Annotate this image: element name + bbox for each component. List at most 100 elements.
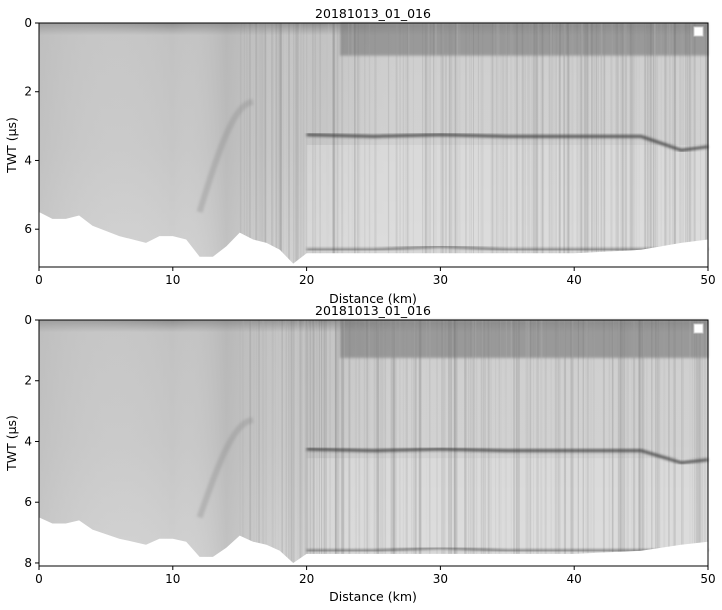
radar-streak xyxy=(593,320,595,566)
y-axis: 0 2 4 6 8 xyxy=(24,313,39,570)
radar-streak xyxy=(646,320,648,566)
radar-streak xyxy=(638,23,640,267)
radar-streak xyxy=(536,23,539,267)
radar-streak xyxy=(500,320,502,566)
radar-streak xyxy=(686,23,688,267)
radar-streak xyxy=(588,23,590,267)
radar-streak xyxy=(399,23,401,267)
radar-streak xyxy=(279,23,282,267)
radar-streak xyxy=(448,23,451,267)
radar-streak xyxy=(559,320,561,566)
radar-streak xyxy=(691,320,694,566)
radar-streak xyxy=(639,320,642,566)
radar-streak xyxy=(502,23,504,267)
radar-streak xyxy=(246,23,248,267)
radar-streak xyxy=(433,23,434,267)
radar-streak xyxy=(310,320,312,566)
radar-streak xyxy=(288,320,290,566)
radar-streak xyxy=(265,23,267,267)
radar-streak xyxy=(402,23,405,267)
radar-streak xyxy=(440,23,443,267)
x-tick-label: 50 xyxy=(700,572,715,586)
radar-streak xyxy=(521,23,524,267)
radar-streak xyxy=(689,320,691,566)
x-tick-label: 10 xyxy=(165,273,180,287)
radar-streak xyxy=(454,320,456,566)
radar-streak xyxy=(393,320,396,566)
radar-streak xyxy=(259,23,261,267)
radar-streak xyxy=(443,320,446,566)
radar-streak xyxy=(637,320,639,566)
radar-streak xyxy=(551,23,553,267)
radar-streak xyxy=(363,320,365,566)
reflector-internal xyxy=(306,133,709,152)
radar-streak xyxy=(578,23,580,267)
radar-streak xyxy=(679,23,682,267)
radar-streak xyxy=(516,320,518,566)
radar-streak xyxy=(620,23,623,267)
radar-streak xyxy=(474,320,477,566)
radar-streak xyxy=(586,23,589,267)
radar-streak xyxy=(288,23,290,267)
radar-streak xyxy=(366,320,369,566)
radar-streak xyxy=(264,23,266,267)
radar-streak xyxy=(563,320,566,566)
radar-streak xyxy=(540,320,542,566)
radar-streak xyxy=(647,23,649,267)
radar-streak xyxy=(357,23,359,267)
radar-streak xyxy=(694,23,696,267)
radar-streak xyxy=(583,23,586,267)
radar-streak xyxy=(341,320,344,566)
radar-streak xyxy=(242,320,244,566)
radar-streak xyxy=(337,320,340,566)
radar-streak xyxy=(265,320,267,566)
radar-streak xyxy=(351,23,354,267)
plot-frame xyxy=(38,22,709,268)
radar-streak xyxy=(379,320,382,566)
hyperbola-feature xyxy=(196,417,254,519)
radar-streak xyxy=(435,23,437,267)
reflector-internal xyxy=(306,447,709,465)
radar-streak xyxy=(538,23,539,267)
radar-streak xyxy=(395,23,397,267)
radar-streak xyxy=(518,320,520,566)
radar-streak xyxy=(524,23,527,267)
radar-streak xyxy=(623,320,626,566)
radar-streak xyxy=(405,23,407,267)
radar-streak xyxy=(623,320,625,566)
radar-streak xyxy=(589,320,591,566)
radar-streak xyxy=(642,320,645,566)
radar-streak xyxy=(694,320,696,566)
radar-streak xyxy=(392,320,395,566)
radar-streak xyxy=(537,320,539,566)
radar-streak xyxy=(572,320,573,566)
radar-streak xyxy=(414,320,417,566)
radar-streak xyxy=(453,23,455,267)
radar-streak xyxy=(683,23,685,267)
y-tick-label: 8 xyxy=(24,556,32,570)
radar-streak xyxy=(250,320,253,566)
radar-streak xyxy=(274,320,276,566)
radar-streak xyxy=(586,23,589,267)
chart-title: 20181013_01_016 xyxy=(315,6,431,21)
radar-streak xyxy=(442,23,444,267)
radar-streak xyxy=(327,23,330,267)
radar-streak xyxy=(488,320,491,566)
radar-streak xyxy=(689,23,692,267)
radar-streak xyxy=(444,23,447,267)
radar-streak xyxy=(544,320,547,566)
data-boundary-mask xyxy=(39,212,708,267)
radar-streak xyxy=(476,320,478,566)
radar-streak xyxy=(619,320,622,566)
radar-streak xyxy=(306,320,309,566)
radar-streak xyxy=(653,23,656,267)
radar-streak xyxy=(625,23,628,267)
radar-streak xyxy=(620,320,623,566)
radar-streak xyxy=(703,320,706,566)
radar-streak xyxy=(335,320,338,566)
radar-streak xyxy=(612,320,614,566)
radar-streak xyxy=(695,320,698,566)
radar-streak xyxy=(685,23,687,267)
radar-streak xyxy=(587,320,589,566)
radar-streak xyxy=(388,23,389,267)
